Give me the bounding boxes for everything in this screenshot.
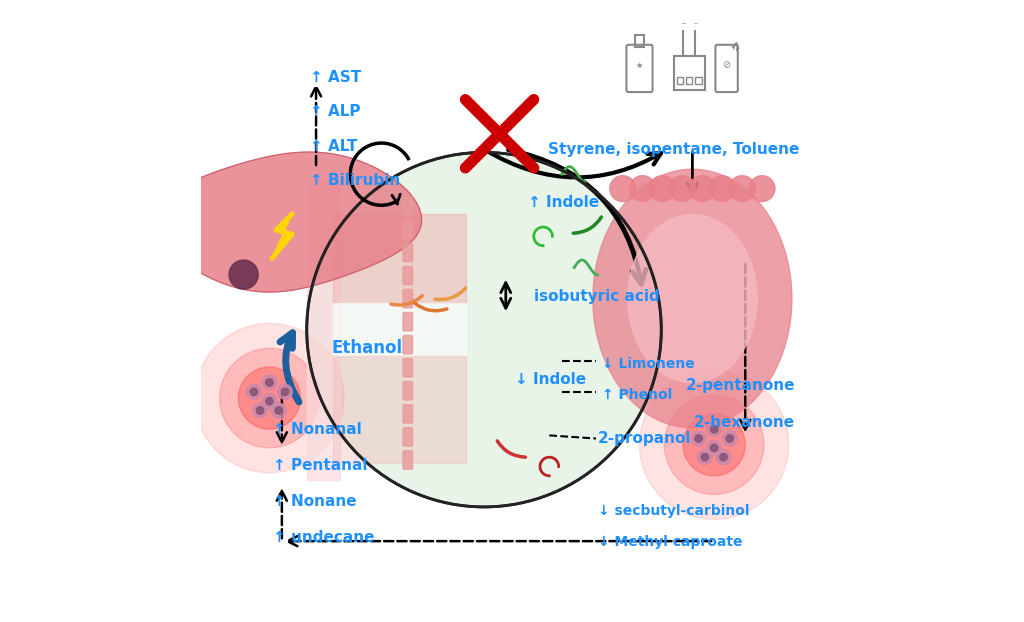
Text: ↓ Methyl caproate: ↓ Methyl caproate [598,536,742,549]
Text: 2-propanol: 2-propanol [598,431,691,446]
Polygon shape [220,348,319,448]
FancyBboxPatch shape [403,358,413,377]
Circle shape [691,431,707,446]
Circle shape [716,450,731,465]
Circle shape [630,175,655,202]
FancyBboxPatch shape [403,381,413,400]
FancyBboxPatch shape [403,289,413,308]
Circle shape [729,175,755,202]
Text: Styrene, isopentane, Toluene: Styrene, isopentane, Toluene [548,142,800,157]
Text: ~: ~ [692,21,698,27]
Circle shape [697,450,713,465]
Circle shape [250,388,258,396]
Text: Ethanol: Ethanol [332,340,402,357]
Text: ↑ AST: ↑ AST [310,70,361,85]
Text: isobutyric acid: isobutyric acid [534,289,659,304]
FancyBboxPatch shape [403,405,413,423]
Text: ↑ Nonane: ↑ Nonane [272,494,356,509]
FancyBboxPatch shape [403,266,413,285]
Circle shape [701,453,709,461]
Text: ↓ Indole: ↓ Indole [515,372,586,387]
Polygon shape [683,414,745,476]
Polygon shape [640,370,788,519]
Polygon shape [239,367,300,429]
Circle shape [720,453,727,461]
Circle shape [278,384,293,399]
Text: ↑ undecane: ↑ undecane [272,530,374,545]
Circle shape [722,431,737,446]
Circle shape [707,440,722,455]
Polygon shape [195,323,344,473]
Text: 2-pentanone: 2-pentanone [685,378,795,393]
Text: ↑ ALT: ↑ ALT [310,139,357,154]
Circle shape [307,152,662,507]
Text: ~: ~ [680,21,686,27]
Polygon shape [665,395,764,494]
Circle shape [256,407,264,414]
Circle shape [265,397,273,405]
FancyBboxPatch shape [403,451,413,469]
FancyBboxPatch shape [334,303,466,356]
Text: ↑ Phenol: ↑ Phenol [602,388,673,402]
Text: ↓ Limonene: ↓ Limonene [602,357,695,371]
Text: ↑ Indole: ↑ Indole [527,195,599,210]
Text: ⊘: ⊘ [723,60,731,70]
Circle shape [689,175,716,202]
FancyBboxPatch shape [307,179,340,480]
Text: ↑ ALP: ↑ ALP [310,104,360,119]
Text: ↑ Bilirubin: ↑ Bilirubin [310,173,400,188]
Circle shape [262,375,276,390]
FancyBboxPatch shape [403,197,413,216]
Text: ↑ Nonanal: ↑ Nonanal [272,422,361,437]
Circle shape [609,175,636,202]
FancyBboxPatch shape [403,312,413,331]
Circle shape [710,175,735,202]
FancyBboxPatch shape [403,428,413,446]
Circle shape [750,175,775,202]
Circle shape [707,422,722,437]
Polygon shape [155,152,422,292]
Polygon shape [272,214,292,259]
FancyBboxPatch shape [334,215,466,303]
Polygon shape [593,169,792,428]
Circle shape [247,384,261,399]
FancyBboxPatch shape [334,356,466,463]
FancyBboxPatch shape [403,335,413,354]
Circle shape [711,425,718,433]
FancyBboxPatch shape [403,243,413,262]
Circle shape [282,388,289,396]
Circle shape [262,394,276,409]
FancyBboxPatch shape [403,220,413,239]
Text: 2-hexanone: 2-hexanone [694,415,795,430]
Circle shape [649,175,676,202]
Circle shape [265,379,273,386]
Circle shape [726,435,733,442]
Text: ↓ secbutyl-carbinol: ↓ secbutyl-carbinol [598,504,750,518]
Circle shape [670,175,695,202]
Circle shape [253,403,267,418]
Circle shape [711,444,718,452]
Circle shape [275,407,283,414]
Polygon shape [628,215,757,383]
Circle shape [229,260,258,289]
Text: ↑ Pentanal: ↑ Pentanal [272,458,367,473]
Circle shape [695,435,702,442]
Text: ★: ★ [636,61,643,70]
Circle shape [271,403,287,418]
